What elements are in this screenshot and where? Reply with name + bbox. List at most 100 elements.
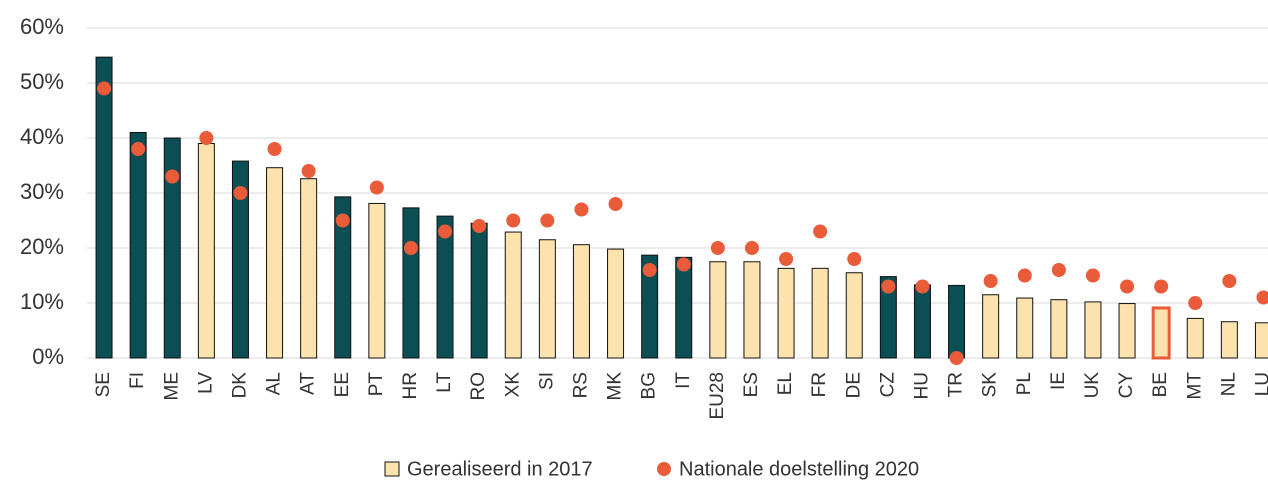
target-dot <box>1256 290 1268 305</box>
bar <box>675 256 693 359</box>
bar <box>948 284 966 359</box>
bar <box>572 244 590 359</box>
target-dot <box>165 169 180 184</box>
x-tick-label: CY <box>1116 372 1137 399</box>
target-dot <box>949 351 964 365</box>
target-dot <box>813 224 828 239</box>
target-dot <box>438 224 453 239</box>
x-tick-label: AT <box>298 372 319 395</box>
target-dot <box>915 279 930 294</box>
y-tick-label: 0% <box>32 344 64 369</box>
bar <box>1050 299 1068 359</box>
x-tick-label: EE <box>332 372 353 397</box>
target-dot <box>131 142 146 156</box>
target-dot <box>1017 268 1032 283</box>
target-dot <box>676 257 691 272</box>
target-dot <box>710 241 725 255</box>
x-tick-label: LU <box>1252 372 1268 396</box>
bar <box>845 272 863 359</box>
bar <box>538 239 556 359</box>
x-tick-label: TR <box>946 372 967 397</box>
bar <box>266 167 284 359</box>
bar <box>913 284 931 359</box>
x-tick-label: SI <box>536 372 557 390</box>
x-tick-label: LT <box>434 372 455 393</box>
x-tick-label: CZ <box>877 372 898 398</box>
bar <box>777 267 795 359</box>
x-tick-label: SK <box>980 372 1001 398</box>
y-tick-label: 10% <box>20 289 64 314</box>
x-tick-label: LV <box>195 372 216 394</box>
bar <box>811 267 829 359</box>
x-tick-label: SE <box>93 372 114 397</box>
target-dot <box>369 180 384 195</box>
x-tick-label: PT <box>366 372 387 397</box>
x-tick-label: IT <box>673 372 694 389</box>
target-dot <box>233 186 248 200</box>
target-dot <box>335 213 350 228</box>
x-tick-label: MT <box>1184 372 1205 400</box>
x-tick-label: FI <box>127 372 148 389</box>
x-tick-label: DE <box>843 372 864 398</box>
bar <box>470 222 488 359</box>
target-dot <box>1222 274 1237 288</box>
x-tick-label: XK <box>502 372 523 398</box>
bar <box>743 261 761 359</box>
bar <box>1186 317 1204 359</box>
target-dot <box>1085 268 1100 283</box>
bar <box>1016 297 1034 359</box>
bar <box>1254 322 1268 359</box>
target-dot <box>847 252 862 266</box>
target-dot <box>540 213 555 228</box>
bar <box>197 143 215 359</box>
bar <box>641 254 659 359</box>
x-tick-label: AL <box>264 372 285 395</box>
target-dot <box>1154 279 1169 294</box>
y-tick-label: 30% <box>20 179 64 204</box>
bar <box>1084 301 1102 359</box>
legend-swatch <box>384 461 400 477</box>
target-dot <box>574 202 589 217</box>
target-dot <box>779 252 794 266</box>
x-tick-label: RS <box>570 372 591 398</box>
bar <box>163 137 181 359</box>
bar <box>1151 306 1171 360</box>
bar <box>436 215 454 359</box>
x-tick-label: ME <box>161 372 182 401</box>
target-dot <box>1120 279 1135 294</box>
target-dot <box>744 241 759 255</box>
bar <box>368 202 386 359</box>
legend-label: Gerealiseerd in 2017 <box>407 458 593 480</box>
target-dot <box>97 81 112 96</box>
bar <box>709 261 727 359</box>
y-tick-label: 20% <box>20 234 64 259</box>
bar <box>982 294 1000 359</box>
target-dot <box>506 213 521 228</box>
target-dot <box>199 131 214 145</box>
x-tick-label: UK <box>1082 372 1103 399</box>
bar <box>95 56 113 359</box>
y-tick-label: 40% <box>20 124 64 149</box>
x-tick-label: BE <box>1150 372 1171 397</box>
x-tick-label: MK <box>605 372 626 401</box>
x-tick-label: ES <box>741 372 762 397</box>
target-dot <box>403 241 418 255</box>
x-tick-label: EU28 <box>707 372 728 420</box>
target-dot <box>267 142 282 156</box>
target-dot <box>642 263 657 277</box>
target-dot <box>983 274 998 288</box>
target-dot <box>608 197 623 211</box>
bar <box>1220 321 1238 359</box>
legend-label: Nationale doelstelling 2020 <box>679 458 919 480</box>
bar <box>1118 303 1136 359</box>
target-dot <box>301 164 316 178</box>
bar <box>334 196 352 359</box>
target-dot <box>1188 296 1203 310</box>
x-tick-label: NL <box>1218 372 1239 396</box>
x-tick-label: RO <box>468 372 489 401</box>
x-tick-label: FR <box>809 372 830 397</box>
x-tick-label: DK <box>229 372 250 399</box>
target-dot <box>1051 263 1066 277</box>
bar <box>300 178 318 359</box>
